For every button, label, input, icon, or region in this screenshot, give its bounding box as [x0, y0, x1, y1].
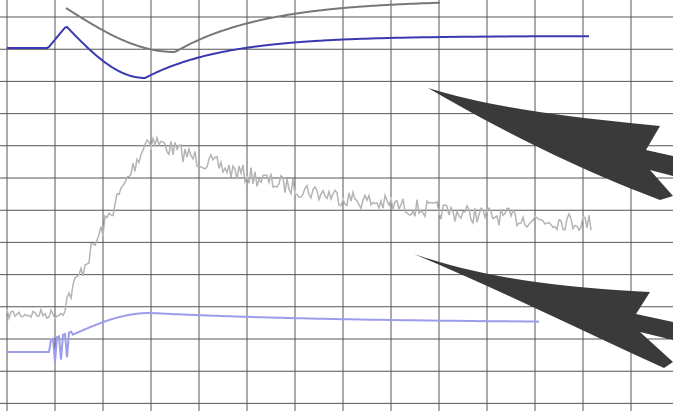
traces: [6, 1, 592, 363]
trace-blue: [7, 25, 589, 79]
trace-gray-top: [65, 1, 441, 53]
trace-gray-noisy: [6, 134, 592, 322]
pointer-shapes: [414, 88, 673, 368]
pointer-upper: [428, 88, 673, 200]
pointer-lower: [414, 254, 673, 368]
trace-light-blue: [7, 312, 539, 363]
